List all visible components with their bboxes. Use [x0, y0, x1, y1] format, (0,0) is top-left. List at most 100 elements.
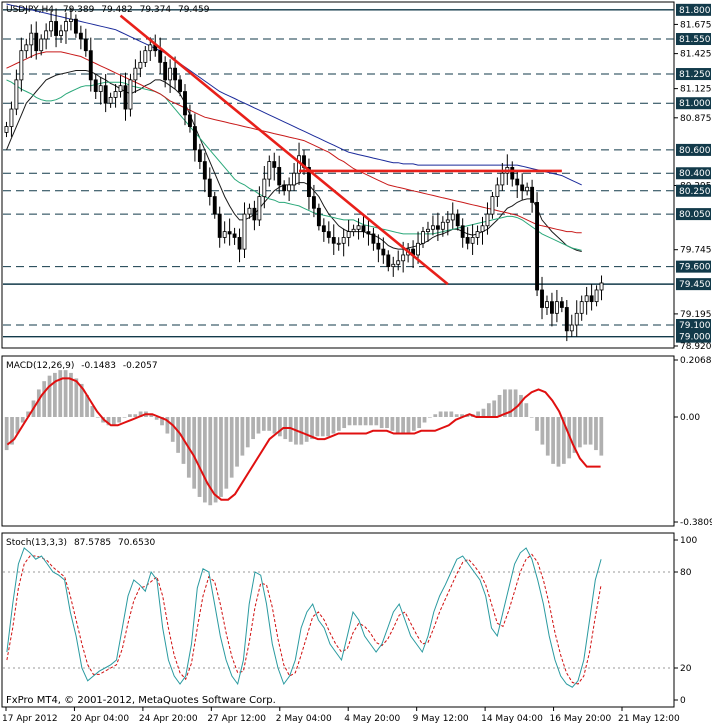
price-level-tag [676, 208, 711, 221]
low-value: 79.374 [140, 5, 172, 15]
candle-body [336, 242, 341, 245]
macd-histogram-bar [235, 417, 239, 467]
candle-body [421, 231, 425, 244]
time-tick-label: 21 May 12:00 [618, 714, 680, 724]
macd-histogram-bar [353, 417, 357, 426]
macd-name: MACD(12,26,9) [6, 361, 74, 371]
candle-body [475, 231, 480, 238]
macd-histogram-bar [599, 417, 604, 456]
macd-histogram-bar [165, 417, 170, 434]
candle-body [108, 96, 113, 104]
macd-histogram-bar [111, 417, 116, 426]
candle-body [554, 301, 559, 314]
candle-body [460, 225, 465, 238]
moving-average-line [6, 51, 582, 234]
candle-body [202, 161, 207, 180]
candle-body [321, 225, 326, 233]
macd-histogram-bar [363, 417, 368, 426]
macd-histogram-bar [128, 414, 132, 418]
candle-body [148, 44, 153, 52]
price-level-tag [676, 318, 711, 331]
price-panel: 81.67581.42581.12580.87580.29579.74579.1… [1, 1, 712, 352]
price-level-tag-label: 81.250 [679, 70, 711, 80]
candle-body [272, 161, 277, 168]
candle-body [168, 67, 173, 81]
candle-body [480, 225, 485, 233]
stoch-tick-label: 80 [680, 568, 692, 578]
macd-signal-value: -0.2057 [123, 361, 158, 371]
price-level-tag-label: 81.000 [679, 99, 711, 109]
stoch-panel-frame [1, 532, 675, 708]
macd-histogram-bar [42, 381, 47, 418]
candle-body [515, 178, 520, 186]
candle-body [307, 167, 311, 197]
moving-averages [6, 3, 582, 252]
candle-body [292, 172, 297, 186]
candle-body [445, 219, 450, 223]
candle-body [361, 225, 366, 233]
macd-histogram-bar [385, 417, 389, 429]
macd-histogram-bar [417, 417, 422, 429]
time-tick-label: 24 Apr 20:00 [139, 714, 198, 724]
price-level-tag-label: 81.800 [679, 6, 711, 16]
candle-body [267, 161, 272, 180]
candle-body [430, 225, 435, 230]
candle-body [93, 79, 98, 92]
macd-histogram-bar [47, 375, 52, 418]
candle-body [450, 213, 455, 221]
candle-body [326, 231, 331, 238]
price-tick-label: 80.875 [680, 114, 712, 124]
time-tick-label: 4 May 20:00 [344, 714, 400, 724]
time-tick-label: 20 Apr 04:00 [70, 714, 129, 724]
candle-body [371, 233, 376, 244]
candle-body [143, 50, 148, 63]
macd-histogram-bar [395, 417, 400, 434]
candle-body [346, 231, 351, 238]
candle-body [9, 108, 14, 127]
macd-histogram-bar [433, 414, 438, 418]
time-tick-label: 17 Apr 2012 [2, 714, 58, 724]
macd-histogram-bar [240, 417, 245, 456]
macd-histogram-bar [251, 417, 255, 440]
price-level-tags: 81.800 81.550 81.250 81.000 80.600 80.400 80.2… [676, 3, 711, 343]
candle-body [188, 114, 192, 127]
macd-histogram-bar [208, 417, 213, 506]
macd-histogram-bar [117, 417, 122, 423]
time-tick-label: 9 May 12:00 [413, 714, 469, 724]
macd-histogram-bar [304, 417, 309, 442]
stoch-name: Stoch(13,3,3) [6, 538, 67, 548]
time-axis: 17 Apr 2012 20 Apr 04:00 24 Apr 20:00 27 Ap… [2, 707, 680, 724]
price-level-tag-label: 80.400 [679, 169, 711, 179]
macd-histogram-bar [90, 405, 95, 418]
macd-signal-line [6, 377, 601, 501]
macd-histogram-bar [224, 417, 229, 489]
macd-histogram-bar [58, 370, 63, 418]
candle-body [83, 38, 88, 52]
candle-body [559, 301, 564, 308]
candle-body [435, 225, 440, 230]
candle-body [311, 196, 316, 209]
macd-histogram-bar [219, 417, 223, 497]
price-level-tag [676, 68, 711, 81]
macd-histogram-bar [428, 417, 432, 418]
macd-histogram-bar [176, 417, 180, 453]
candle-body [540, 289, 544, 308]
price-level-tag [676, 330, 711, 343]
candle-body [356, 225, 361, 230]
candle-body [113, 91, 118, 98]
macd-histogram-bar [572, 417, 577, 453]
macd-histogram-bar [524, 403, 529, 418]
candle-body [396, 260, 401, 265]
macd-histogram-bar [347, 417, 352, 426]
stoch-axis: 100 80 20 0 [674, 536, 697, 706]
candle-body [34, 32, 39, 52]
stoch-tick-label: 0 [680, 696, 686, 706]
candle-body [500, 172, 505, 186]
candle-body [485, 213, 490, 227]
macd-histogram-bar [192, 417, 197, 489]
macd-histogram-bar [492, 400, 497, 418]
stoch-header: Stoch(13,3,3) 87.5785 70.6530 [6, 538, 156, 548]
candle-body [510, 167, 515, 180]
candle-body [530, 186, 535, 203]
